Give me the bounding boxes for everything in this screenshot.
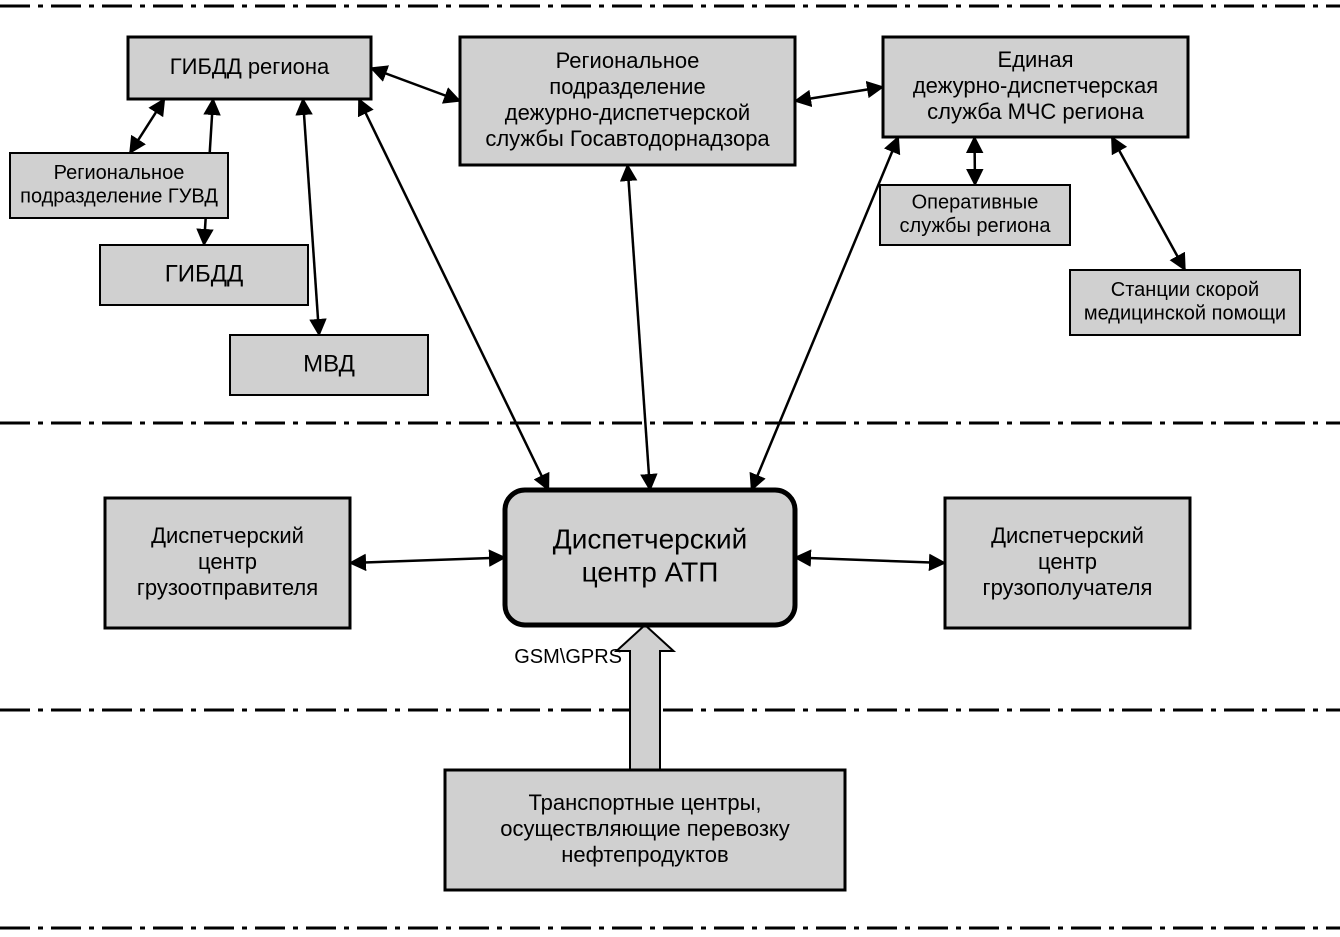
edge: [975, 137, 976, 185]
edge: [628, 165, 651, 490]
node-label: подразделение: [549, 74, 705, 99]
node-receiver: Диспетчерскийцентргрузополучателя: [945, 498, 1190, 628]
node-label: грузоотправителя: [137, 575, 318, 600]
node-label: дежурно-диспетчерской: [505, 100, 750, 125]
block-arrow: [617, 625, 674, 770]
node-label: Диспетчерский: [151, 523, 304, 548]
node-label: центр: [198, 549, 257, 574]
node-label: Единая: [997, 47, 1073, 72]
edge: [795, 87, 883, 101]
node-transport: Транспортные центры,осуществляющие перев…: [445, 770, 845, 890]
node-label: Диспетчерский: [991, 523, 1144, 548]
node-gibdd: ГИБДД: [100, 245, 308, 305]
node-label: служба МЧС региона: [927, 99, 1144, 124]
block-arrow-label: GSM\GPRS: [514, 646, 622, 668]
edge: [795, 558, 945, 564]
node-label: ГИБДД: [165, 260, 244, 287]
node-label: дежурно-диспетчерская: [913, 73, 1158, 98]
node-label: службы региона: [900, 215, 1052, 237]
node-label: Региональное: [556, 48, 700, 73]
node-label: службы Госавтодорнадзора: [485, 126, 770, 151]
edge: [1112, 137, 1185, 270]
node-label: грузополучателя: [983, 575, 1153, 600]
node-atp: Диспетчерскийцентр АТП: [505, 490, 795, 625]
node-label: ГИБДД региона: [170, 54, 330, 79]
node-sender: Диспетчерскийцентргрузоотправителя: [105, 498, 350, 628]
node-label: Региональное: [54, 162, 185, 184]
node-label: нефтепродуктов: [561, 842, 728, 867]
edge: [130, 99, 165, 153]
node-label: Транспортные центры,: [528, 790, 761, 815]
diagram-canvas: GSM\GPRSГИБДД регионаРегиональноеподразд…: [0, 0, 1340, 937]
edge: [752, 137, 899, 490]
node-label: Оперативные: [912, 191, 1039, 213]
node-label: подразделение ГУВД: [20, 186, 218, 208]
node-label: осуществляющие перевозку: [500, 816, 790, 841]
node-label: центр АТП: [582, 556, 719, 587]
node-mchs: Единаядежурно-диспетчерскаяслужба МЧС ре…: [883, 37, 1188, 137]
node-oper: Оперативныеслужбы региона: [880, 185, 1070, 245]
edge: [350, 558, 505, 564]
node-label: Станции скорой: [1111, 279, 1259, 301]
edge: [371, 68, 460, 101]
node-mvd: МВД: [230, 335, 428, 395]
node-label: центр: [1038, 549, 1097, 574]
node-label: МВД: [303, 350, 355, 377]
node-guvd: Региональноеподразделение ГУВД: [10, 153, 228, 218]
node-label: медицинской помощи: [1084, 303, 1286, 325]
node-regional_dds: Региональноеподразделениедежурно-диспетч…: [460, 37, 795, 165]
node-gibdd_region: ГИБДД региона: [128, 37, 371, 99]
node-label: Диспетчерский: [553, 523, 748, 554]
node-ambulance: Станции скороймедицинской помощи: [1070, 270, 1300, 335]
